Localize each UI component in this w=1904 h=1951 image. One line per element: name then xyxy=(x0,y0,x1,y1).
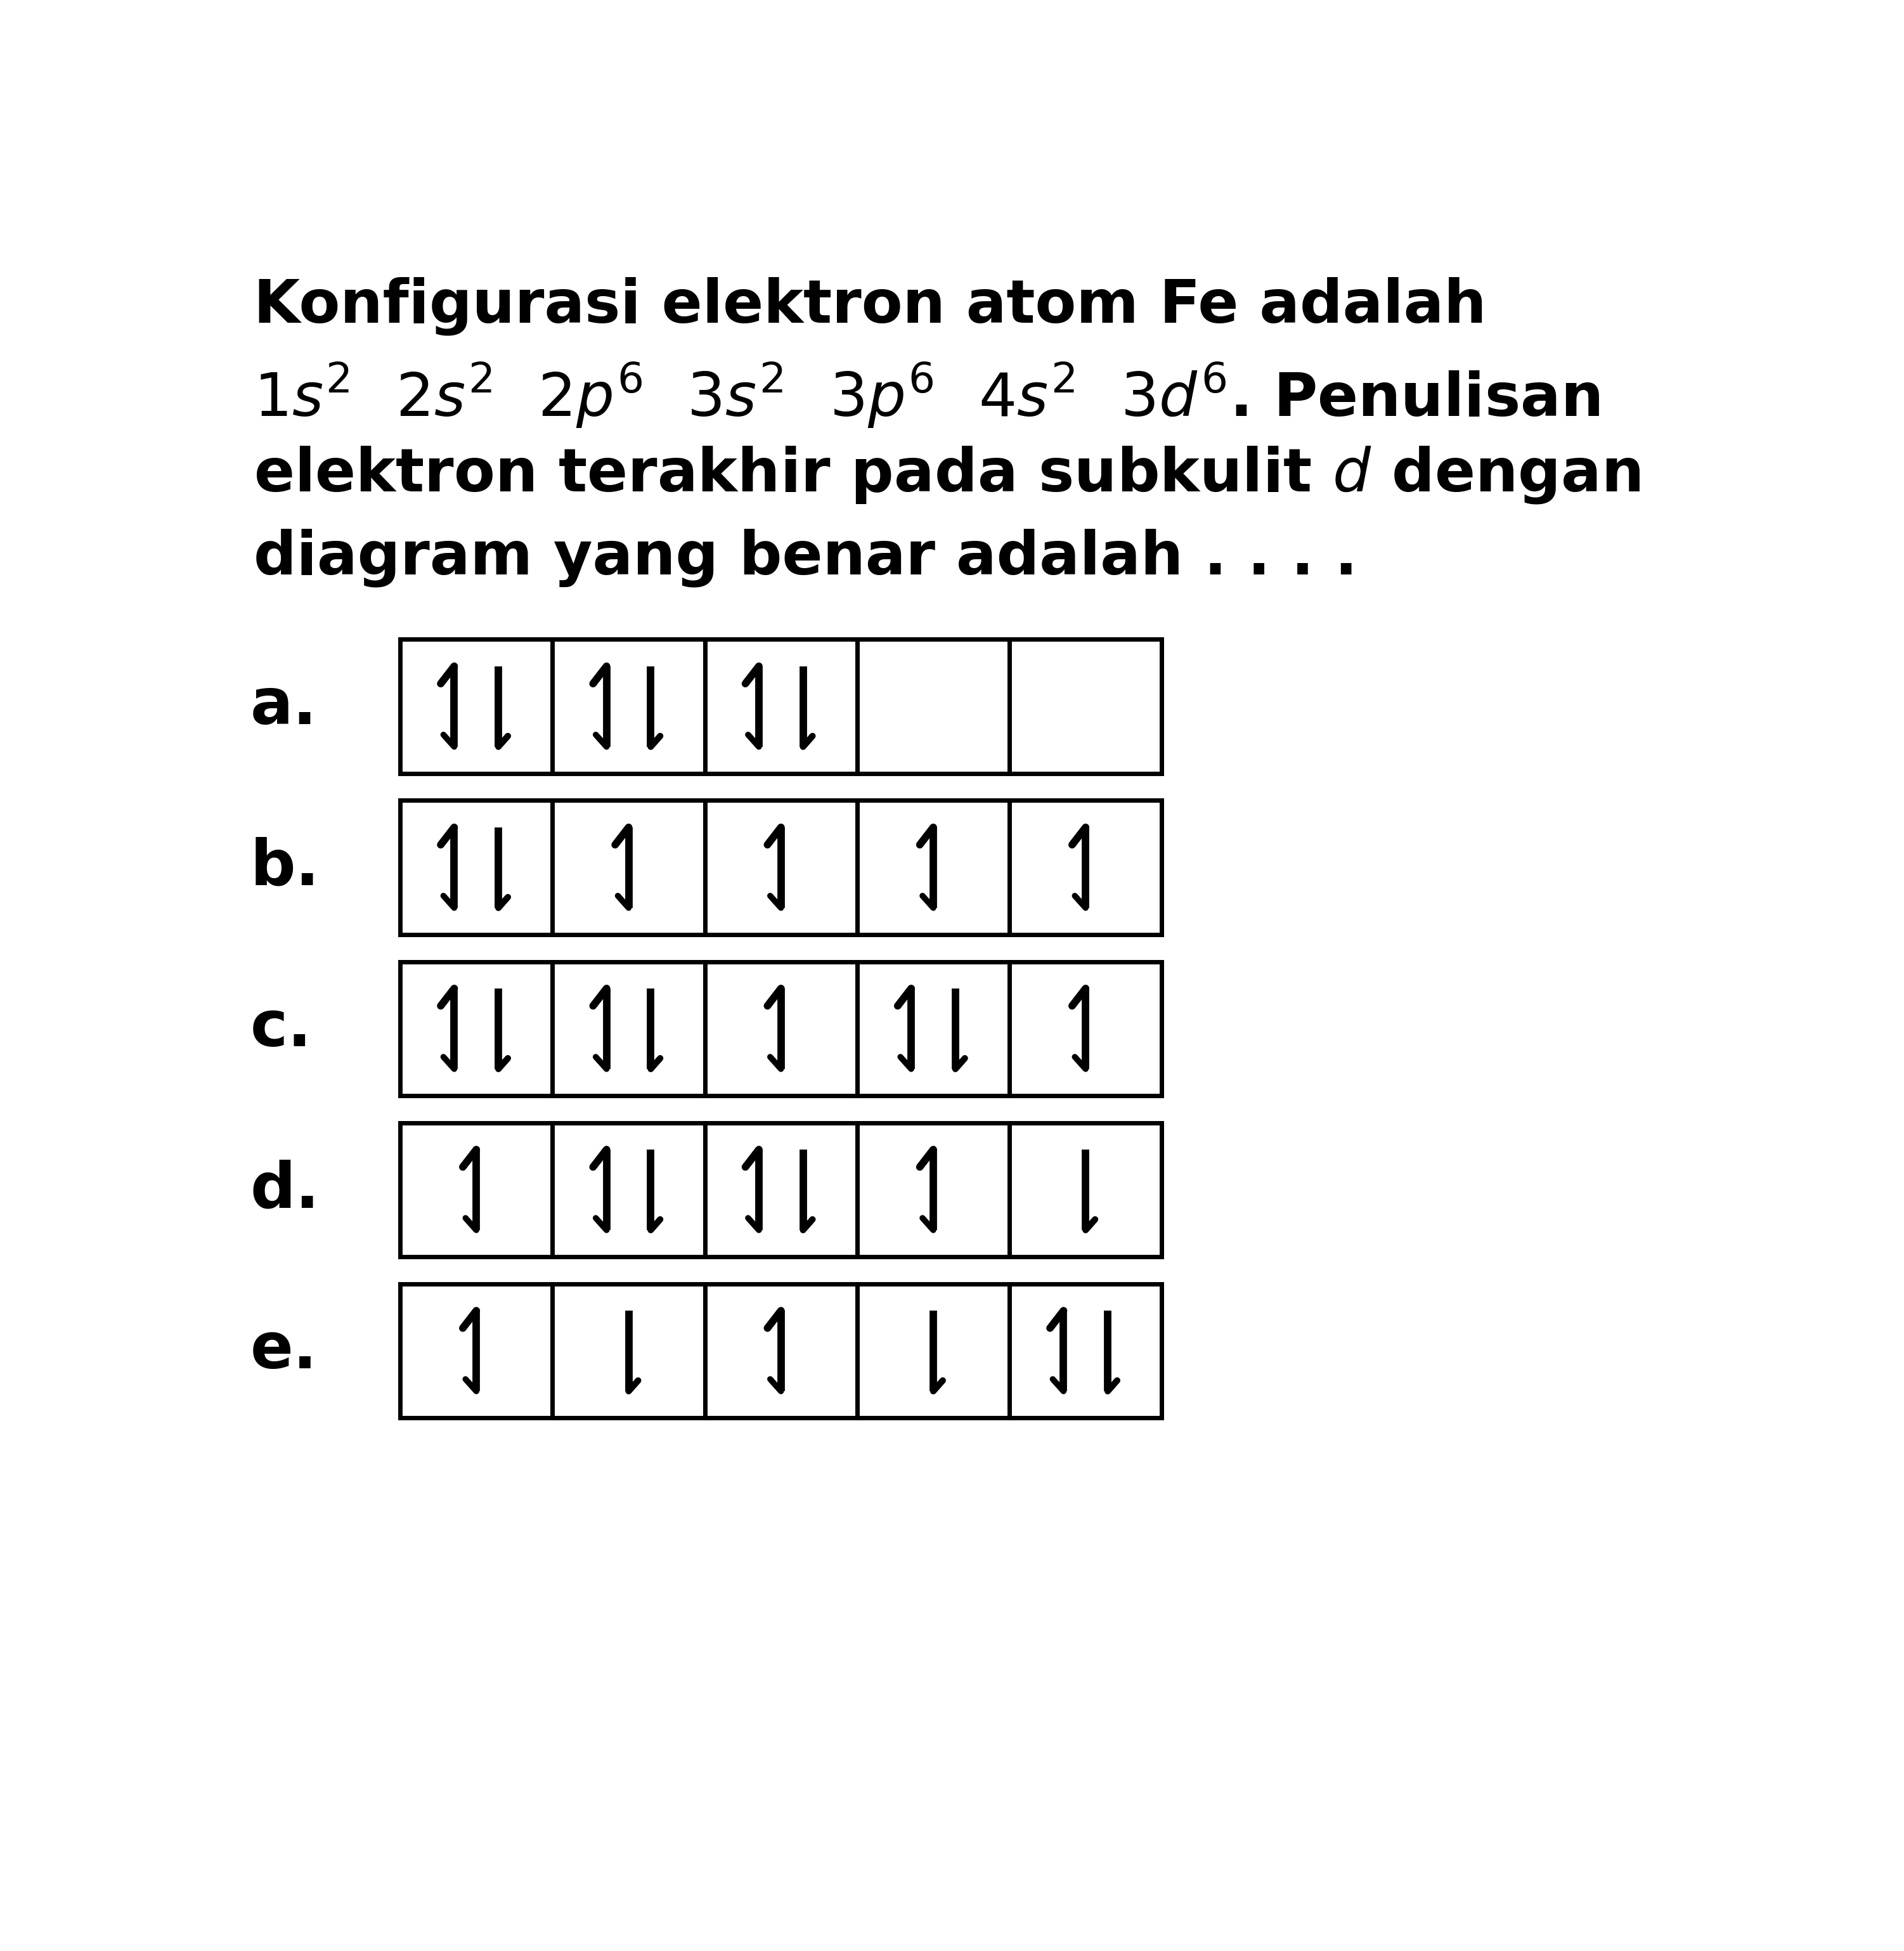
Bar xyxy=(400,1284,552,1418)
Text: e.: e. xyxy=(249,1321,318,1381)
Bar xyxy=(1009,800,1161,935)
Bar xyxy=(552,962,704,1096)
Bar xyxy=(400,962,552,1096)
Bar xyxy=(400,640,552,775)
Text: Konfigurasi elektron atom Fe adalah: Konfigurasi elektron atom Fe adalah xyxy=(253,277,1487,336)
Bar xyxy=(552,800,704,935)
Text: d.: d. xyxy=(249,1159,320,1221)
Bar xyxy=(1009,962,1161,1096)
Bar xyxy=(1009,1122,1161,1256)
Bar xyxy=(704,962,857,1096)
Bar xyxy=(1009,1284,1161,1418)
Text: a.: a. xyxy=(249,675,318,737)
Bar xyxy=(704,640,857,775)
Text: $1s^2$  $2s^2$  $2p^6$  $3s^2$  $3p^6$  $4s^2$  $3d^6$. Penulisan: $1s^2$ $2s^2$ $2p^6$ $3s^2$ $3p^6$ $4s^2… xyxy=(253,361,1599,429)
Bar xyxy=(552,1284,704,1418)
Bar xyxy=(400,800,552,935)
Text: diagram yang benar adalah . . . .: diagram yang benar adalah . . . . xyxy=(253,529,1358,587)
Bar xyxy=(857,962,1009,1096)
Bar xyxy=(857,1122,1009,1256)
Text: b.: b. xyxy=(249,837,320,897)
Bar xyxy=(704,1284,857,1418)
Bar xyxy=(857,640,1009,775)
Text: c.: c. xyxy=(249,999,312,1059)
Bar xyxy=(400,1122,552,1256)
Text: elektron terakhir pada subkulit $d$ dengan: elektron terakhir pada subkulit $d$ deng… xyxy=(253,445,1641,505)
Bar xyxy=(552,640,704,775)
Bar xyxy=(857,800,1009,935)
Bar xyxy=(1009,640,1161,775)
Bar xyxy=(704,1122,857,1256)
Bar xyxy=(704,800,857,935)
Bar xyxy=(552,1122,704,1256)
Bar xyxy=(857,1284,1009,1418)
